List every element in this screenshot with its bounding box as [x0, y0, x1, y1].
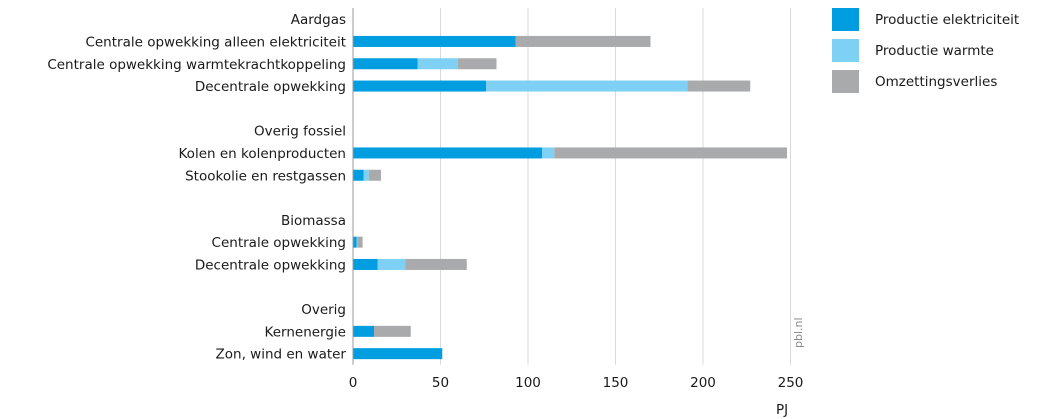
bar-segment — [377, 258, 406, 270]
bar-segment — [353, 35, 516, 47]
bar-segment — [353, 147, 542, 159]
category-label: Decentrale opwekking — [195, 257, 346, 273]
legend-item-productie-warmte: Productie warmte — [832, 39, 1019, 62]
x-tick-label: 50 — [432, 375, 449, 391]
category-label: Zon, wind en water — [216, 347, 347, 363]
bar-segment — [353, 325, 374, 337]
group-title: Overig fossiel — [254, 124, 346, 140]
x-tick-label: 0 — [349, 375, 358, 391]
bar-segment — [368, 169, 381, 181]
bar-segment — [357, 236, 363, 248]
group-title: Biomassa — [281, 213, 346, 229]
legend-label: Productie warmte — [875, 42, 994, 59]
bar-segment — [363, 169, 369, 181]
legend-swatch-omzettingsverlies — [832, 70, 859, 93]
legend: Productie elektriciteit Productie warmte… — [832, 8, 1019, 101]
bar-segment — [374, 325, 411, 337]
bar-segment — [353, 58, 418, 70]
bar-segment — [515, 35, 651, 47]
group-title: Overig — [301, 302, 346, 318]
legend-swatch-productie-elektriciteit — [832, 8, 859, 31]
bar-segment — [356, 236, 358, 248]
bar-segment — [458, 58, 497, 70]
category-label: Kernenergie — [265, 324, 346, 340]
bar-segment — [353, 80, 486, 92]
bar-segment — [554, 147, 787, 159]
bar-segment — [353, 348, 443, 360]
legend-label: Omzettingsverlies — [875, 73, 998, 90]
category-label: Decentrale opwekking — [195, 79, 346, 95]
bar-segment — [542, 147, 555, 159]
legend-item-omzettingsverlies: Omzettingsverlies — [832, 70, 1019, 93]
category-label: Centrale opwekking — [212, 235, 346, 251]
x-tick-label: 150 — [603, 375, 629, 391]
x-tick-label: 250 — [778, 375, 804, 391]
x-axis-unit-label: PJ — [776, 402, 789, 418]
bar-segment — [486, 80, 688, 92]
bar-segment — [405, 258, 467, 270]
bar-segment — [353, 236, 357, 248]
x-tick-label: 200 — [690, 375, 716, 391]
watermark: pbl.nl — [792, 317, 805, 348]
legend-item-productie-elektriciteit: Productie elektriciteit — [832, 8, 1019, 31]
category-label: Stookolie en restgassen — [185, 168, 346, 184]
category-label: Kolen en kolenproducten — [179, 146, 347, 162]
category-label: Centrale opwekking alleen elektriciteit — [85, 34, 346, 50]
bar-segment — [417, 58, 458, 70]
legend-swatch-productie-warmte — [832, 39, 859, 62]
category-label: Centrale opwekking warmtekrachtkoppeling — [47, 57, 346, 73]
group-title: Aardgas — [291, 12, 346, 28]
bar-segment — [353, 258, 378, 270]
legend-label: Productie elektriciteit — [875, 11, 1020, 28]
bar-segment — [687, 80, 751, 92]
x-tick-label: 100 — [515, 375, 541, 391]
bar-segment — [353, 169, 364, 181]
